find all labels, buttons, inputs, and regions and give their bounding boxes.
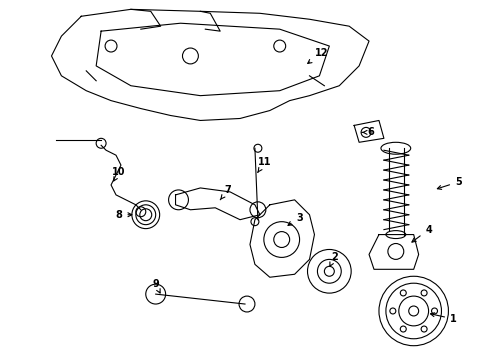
Text: 12: 12 xyxy=(308,48,328,63)
Text: 8: 8 xyxy=(116,210,132,220)
Text: 10: 10 xyxy=(112,167,126,181)
Text: 3: 3 xyxy=(288,213,303,225)
Text: 6: 6 xyxy=(362,127,374,138)
Text: 7: 7 xyxy=(220,185,231,200)
Text: 11: 11 xyxy=(258,157,271,172)
Text: 1: 1 xyxy=(431,313,457,324)
Text: 2: 2 xyxy=(330,252,338,266)
Text: 5: 5 xyxy=(438,177,462,189)
Text: 4: 4 xyxy=(412,225,432,242)
Text: 9: 9 xyxy=(152,279,160,293)
